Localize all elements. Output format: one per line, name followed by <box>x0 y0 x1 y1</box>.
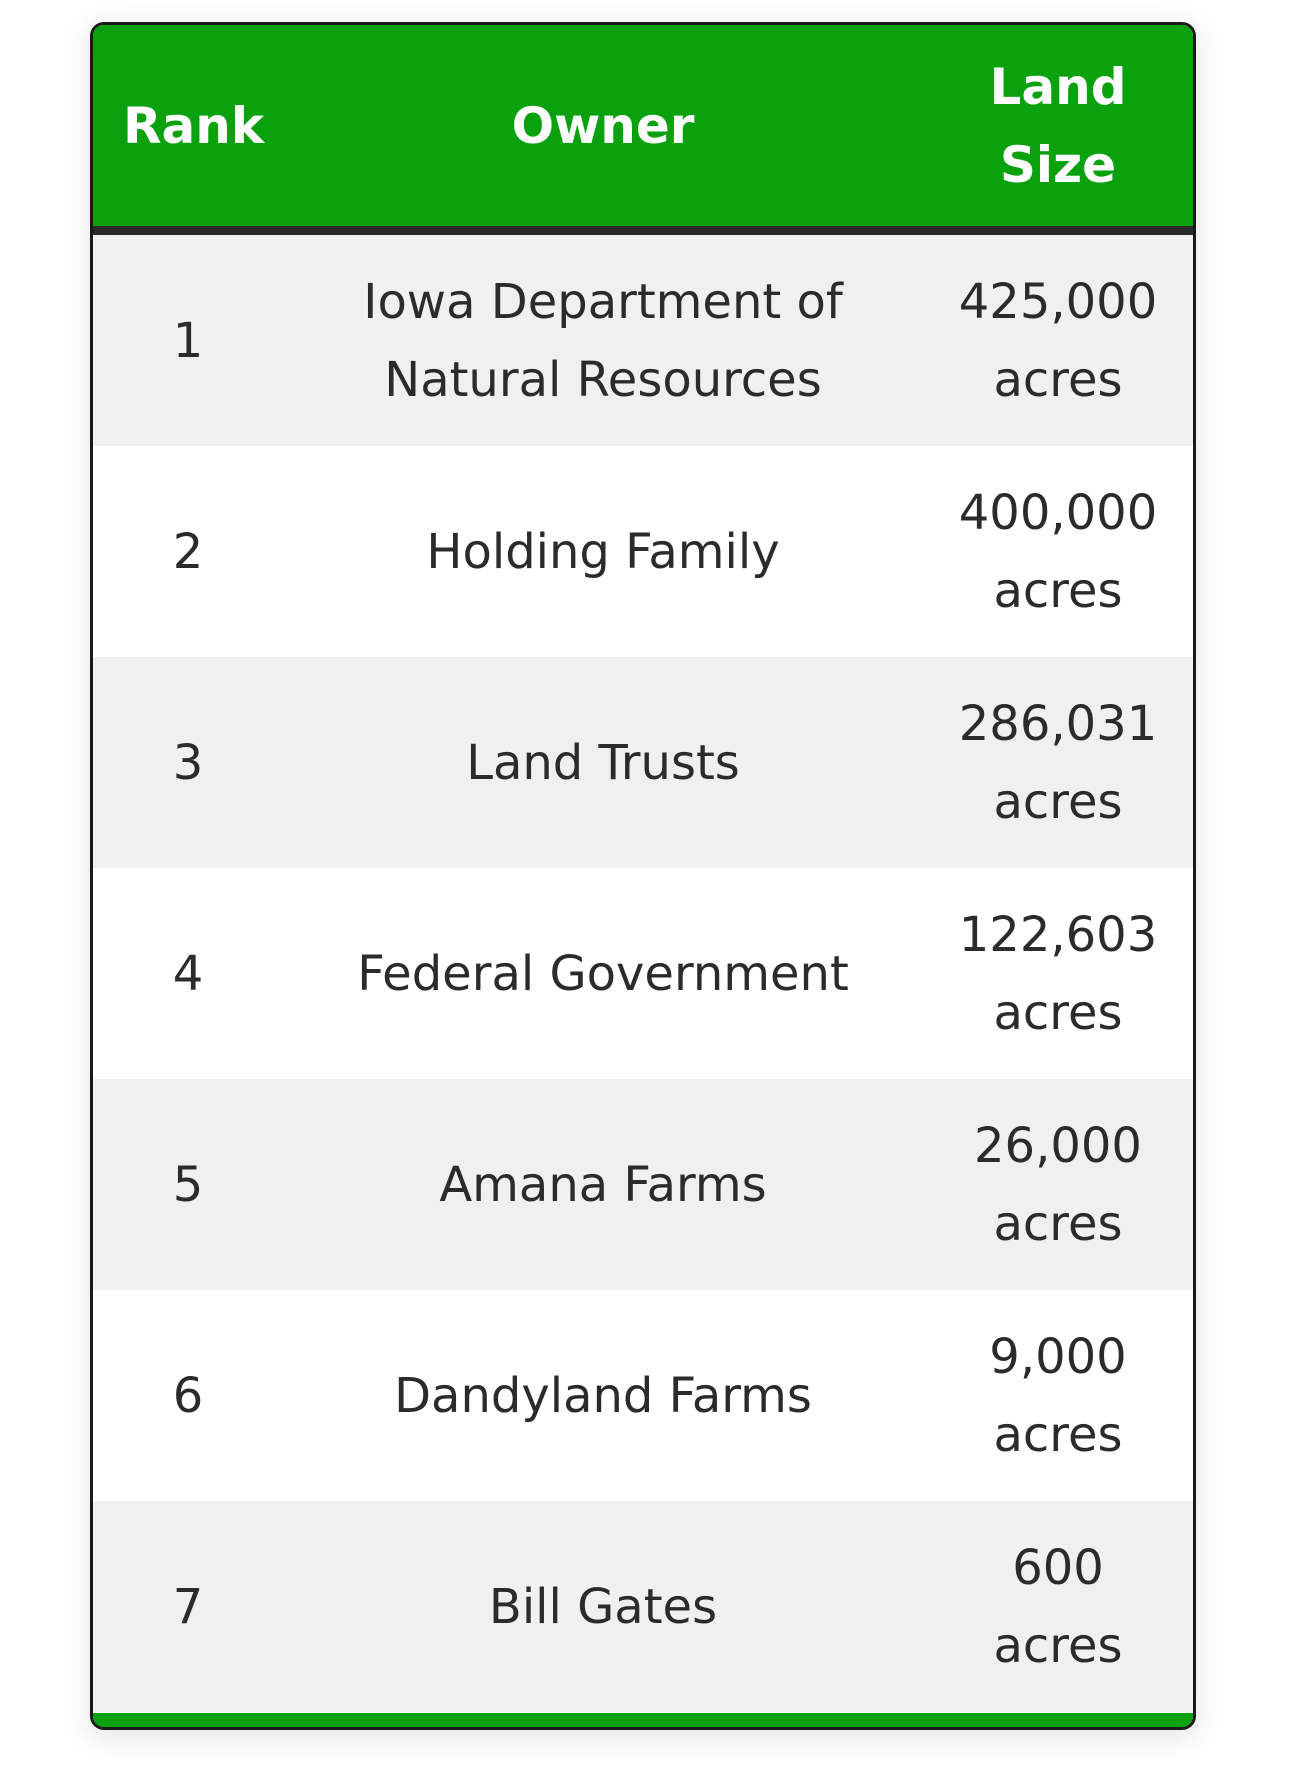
table-row: 7 Bill Gates 600 acres <box>93 1501 1193 1712</box>
land-size-cell: 400,000 acres <box>923 446 1193 657</box>
table-row: 5 Amana Farms 26,000 acres <box>93 1079 1193 1290</box>
land-size-value: 286,031 <box>958 695 1158 752</box>
table-row: 3 Land Trusts 286,031 acres <box>93 657 1193 868</box>
owner-cell: Amana Farms <box>439 1156 767 1213</box>
land-size-unit: acres <box>993 1195 1123 1252</box>
land-size-cell: 286,031 acres <box>923 657 1193 868</box>
land-size-unit: acres <box>993 351 1123 408</box>
land-size-cell: 425,000 acres <box>923 235 1193 446</box>
header-land-size-line1: Land <box>989 57 1127 116</box>
land-size-value: 122,603 <box>958 906 1158 963</box>
land-size-value: 9,000 <box>989 1328 1127 1385</box>
header-owner-label: Owner <box>511 96 695 155</box>
land-owners-table: Rank Owner Land Size 1 Iowa Department o… <box>90 22 1196 1730</box>
land-size-cell: 26,000 acres <box>923 1079 1193 1290</box>
header-owner: Owner <box>283 25 923 226</box>
rank-cell: 4 <box>172 945 204 1002</box>
rank-cell: 1 <box>172 312 204 369</box>
land-size-value: 425,000 <box>958 273 1158 330</box>
table-row: 6 Dandyland Farms 9,000 acres <box>93 1290 1193 1501</box>
land-size-cell: 600 acres <box>923 1501 1193 1712</box>
land-size-unit: acres <box>993 1406 1123 1463</box>
table-row: 1 Iowa Department of Natural Resources 4… <box>93 235 1193 446</box>
land-size-value: 400,000 <box>958 484 1158 541</box>
land-size-value: 600 <box>1012 1539 1104 1596</box>
rank-cell: 7 <box>172 1578 204 1635</box>
table-row: 2 Holding Family 400,000 acres <box>93 446 1193 657</box>
land-size-cell: 9,000 acres <box>923 1290 1193 1501</box>
header-land-size-line2: Size <box>999 135 1117 194</box>
land-size-value: 26,000 <box>974 1117 1142 1174</box>
land-size-unit: acres <box>993 984 1123 1041</box>
header-land-size: Land Size <box>923 25 1193 226</box>
owner-cell: Federal Government <box>357 945 849 1002</box>
table-body: 1 Iowa Department of Natural Resources 4… <box>93 235 1193 1712</box>
land-size-unit: acres <box>993 562 1123 619</box>
owner-cell: Holding Family <box>426 523 780 580</box>
land-size-unit: acres <box>993 1617 1123 1674</box>
rank-cell: 6 <box>172 1367 204 1424</box>
owner-cell: Land Trusts <box>466 734 740 791</box>
table-footer-bar <box>93 1713 1193 1727</box>
land-size-cell: 122,603 acres <box>923 868 1193 1079</box>
header-rank: Rank <box>93 25 283 226</box>
rank-cell: 2 <box>172 523 204 580</box>
owner-cell: Bill Gates <box>488 1578 718 1635</box>
table-row: 4 Federal Government 122,603 acres <box>93 868 1193 1079</box>
rank-cell: 5 <box>172 1156 204 1213</box>
header-rank-label: Rank <box>123 96 265 155</box>
owner-cell: Dandyland Farms <box>394 1367 812 1424</box>
rank-cell: 3 <box>172 734 204 791</box>
owner-cell: Iowa Department of Natural Resources <box>363 273 843 408</box>
table-header: Rank Owner Land Size <box>93 25 1193 235</box>
land-size-unit: acres <box>993 773 1123 830</box>
